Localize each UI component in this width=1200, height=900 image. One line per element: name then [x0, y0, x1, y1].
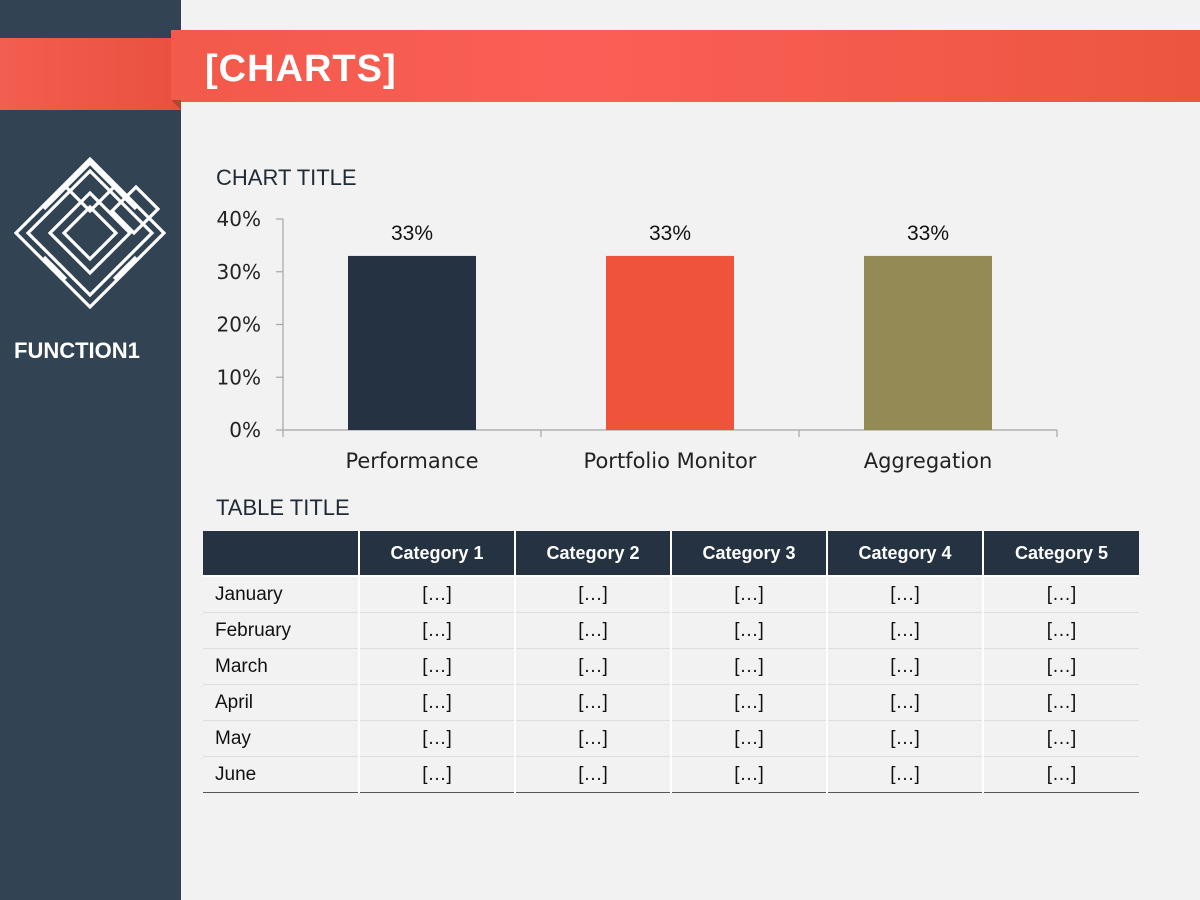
data-label: 33%: [649, 222, 691, 245]
bar: [606, 255, 734, 430]
table-cell: […]: [826, 576, 983, 613]
sidebar: [0, 0, 181, 900]
table-cell: […]: [670, 576, 827, 613]
table-cell: […]: [982, 720, 1139, 757]
row-label: January: [203, 576, 359, 613]
table-body: January […] […] […] […] […] February […] […] […][…: [203, 576, 1139, 793]
row-label: February: [203, 612, 359, 649]
table-cell: […]: [982, 576, 1139, 613]
table-cell: […]: [826, 756, 983, 793]
y-tick-label: 30%: [217, 260, 261, 284]
table-cell: […]: [826, 684, 983, 721]
x-tick-label: Aggregation: [864, 449, 993, 473]
column-header: [203, 531, 359, 577]
table-cell: […]: [358, 612, 515, 649]
table-cell: […]: [826, 612, 983, 649]
column-header: Category 5: [982, 531, 1139, 577]
chart-title: CHART TITLE: [216, 165, 357, 190]
table-cell: […]: [670, 684, 827, 721]
title-band-left: [0, 38, 181, 110]
table-row: May […] […] […] […] […]: [203, 720, 1139, 757]
y-tick-label: 0%: [229, 418, 261, 442]
table-cell: […]: [982, 648, 1139, 685]
row-label: March: [203, 648, 359, 685]
data-table: Category 1 Category 2 Category 3 Category 4…: [203, 531, 1139, 793]
row-label: April: [203, 684, 359, 721]
table-cell: […]: [670, 612, 827, 649]
column-header: Category 3: [670, 531, 827, 577]
table-cell: […]: [982, 612, 1139, 649]
function-label: FUNCTION1: [14, 338, 140, 363]
x-tick-label: Portfolio Monitor: [584, 449, 757, 473]
column-header: Category 4: [826, 531, 983, 577]
bar-chart: 0% 10% 20% 30% 40% 33% Performance 33% Portfolio…: [217, 207, 1058, 473]
data-label: 33%: [907, 222, 949, 245]
bar: [348, 255, 476, 430]
table-cell: […]: [358, 720, 515, 757]
table-row: June […] […] […] […] […]: [203, 756, 1139, 793]
column-header: Category 2: [514, 531, 671, 577]
table-cell: […]: [514, 576, 671, 613]
table-cell: […]: [826, 648, 983, 685]
title-band-fold: [171, 100, 181, 110]
table-cell: […]: [514, 612, 671, 649]
title-band: [171, 30, 1200, 102]
table-cell: […]: [358, 756, 515, 793]
y-tick-label: 40%: [217, 207, 261, 231]
table-cell: […]: [358, 684, 515, 721]
table-header-row: Category 1 Category 2 Category 3 Category 4…: [203, 531, 1139, 577]
table-cell: […]: [982, 684, 1139, 721]
column-header: Category 1: [358, 531, 515, 577]
table-cell: […]: [826, 720, 983, 757]
table-row: April […] […] […] […] […]: [203, 684, 1139, 721]
diamond-knot-logo-icon: [14, 157, 166, 309]
y-tick-label: 10%: [217, 365, 261, 389]
row-label: June: [203, 756, 359, 793]
data-label: 33%: [391, 222, 433, 245]
table-cell: […]: [670, 720, 827, 757]
table-cell: […]: [982, 756, 1139, 793]
table-cell: […]: [514, 684, 671, 721]
table-cell: […]: [514, 720, 671, 757]
page-title: [CHARTS]: [205, 48, 397, 90]
table-cell: […]: [514, 648, 671, 685]
y-tick-label: 20%: [217, 313, 261, 337]
table-row: January […] […] […] […] […]: [203, 576, 1139, 613]
table-cell: […]: [358, 576, 515, 613]
table-title: TABLE TITLE: [216, 495, 350, 520]
bar: [864, 255, 992, 430]
table-cell: […]: [514, 756, 671, 793]
x-tick-label: Performance: [345, 449, 478, 473]
table-cell: […]: [670, 648, 827, 685]
table-row: February […] […] […] […] […]: [203, 612, 1139, 649]
table-row: March […] […] […] […] […]: [203, 648, 1139, 685]
table-cell: […]: [670, 756, 827, 793]
row-label: May: [203, 720, 359, 757]
table-cell: […]: [358, 648, 515, 685]
